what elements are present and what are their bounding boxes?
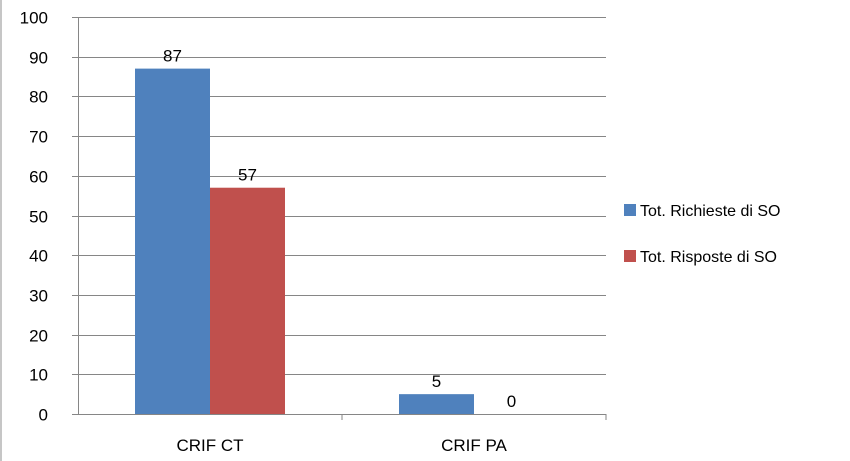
legend: Tot. Richieste di SO Tot. Risposte di SO [624,203,781,266]
y-tick-label: 60 [29,168,48,187]
legend-label: Tot. Risposte di SO [640,249,777,266]
y-tick-label: 40 [29,247,48,266]
y-tick-label: 100 [20,9,48,28]
legend-label: Tot. Richieste di SO [640,203,781,220]
data-label: 5 [432,372,441,391]
x-category-label: CRIF PA [441,436,507,455]
y-tick-label: 70 [29,128,48,147]
bars [135,68,474,415]
bar-richieste-0 [135,68,210,415]
y-tick-label: 30 [29,287,48,306]
y-tick-label: 10 [29,366,48,385]
data-label: 0 [507,392,516,411]
bar-richieste-1 [399,394,474,414]
y-tick-label: 80 [29,88,48,107]
y-tick-label: 0 [39,406,48,425]
y-tick-label: 90 [29,49,48,68]
y-tick-label: 20 [29,327,48,346]
x-category-label: CRIF CT [176,436,243,455]
legend-swatch [624,204,636,216]
data-label: 87 [163,47,182,66]
bar-risposte-0 [210,187,285,414]
y-tick-label: 50 [29,208,48,227]
labels: 87 57 CRIF CT 5 0 CRIF PA [163,47,516,455]
data-label: 57 [238,166,257,185]
legend-swatch [624,250,636,262]
